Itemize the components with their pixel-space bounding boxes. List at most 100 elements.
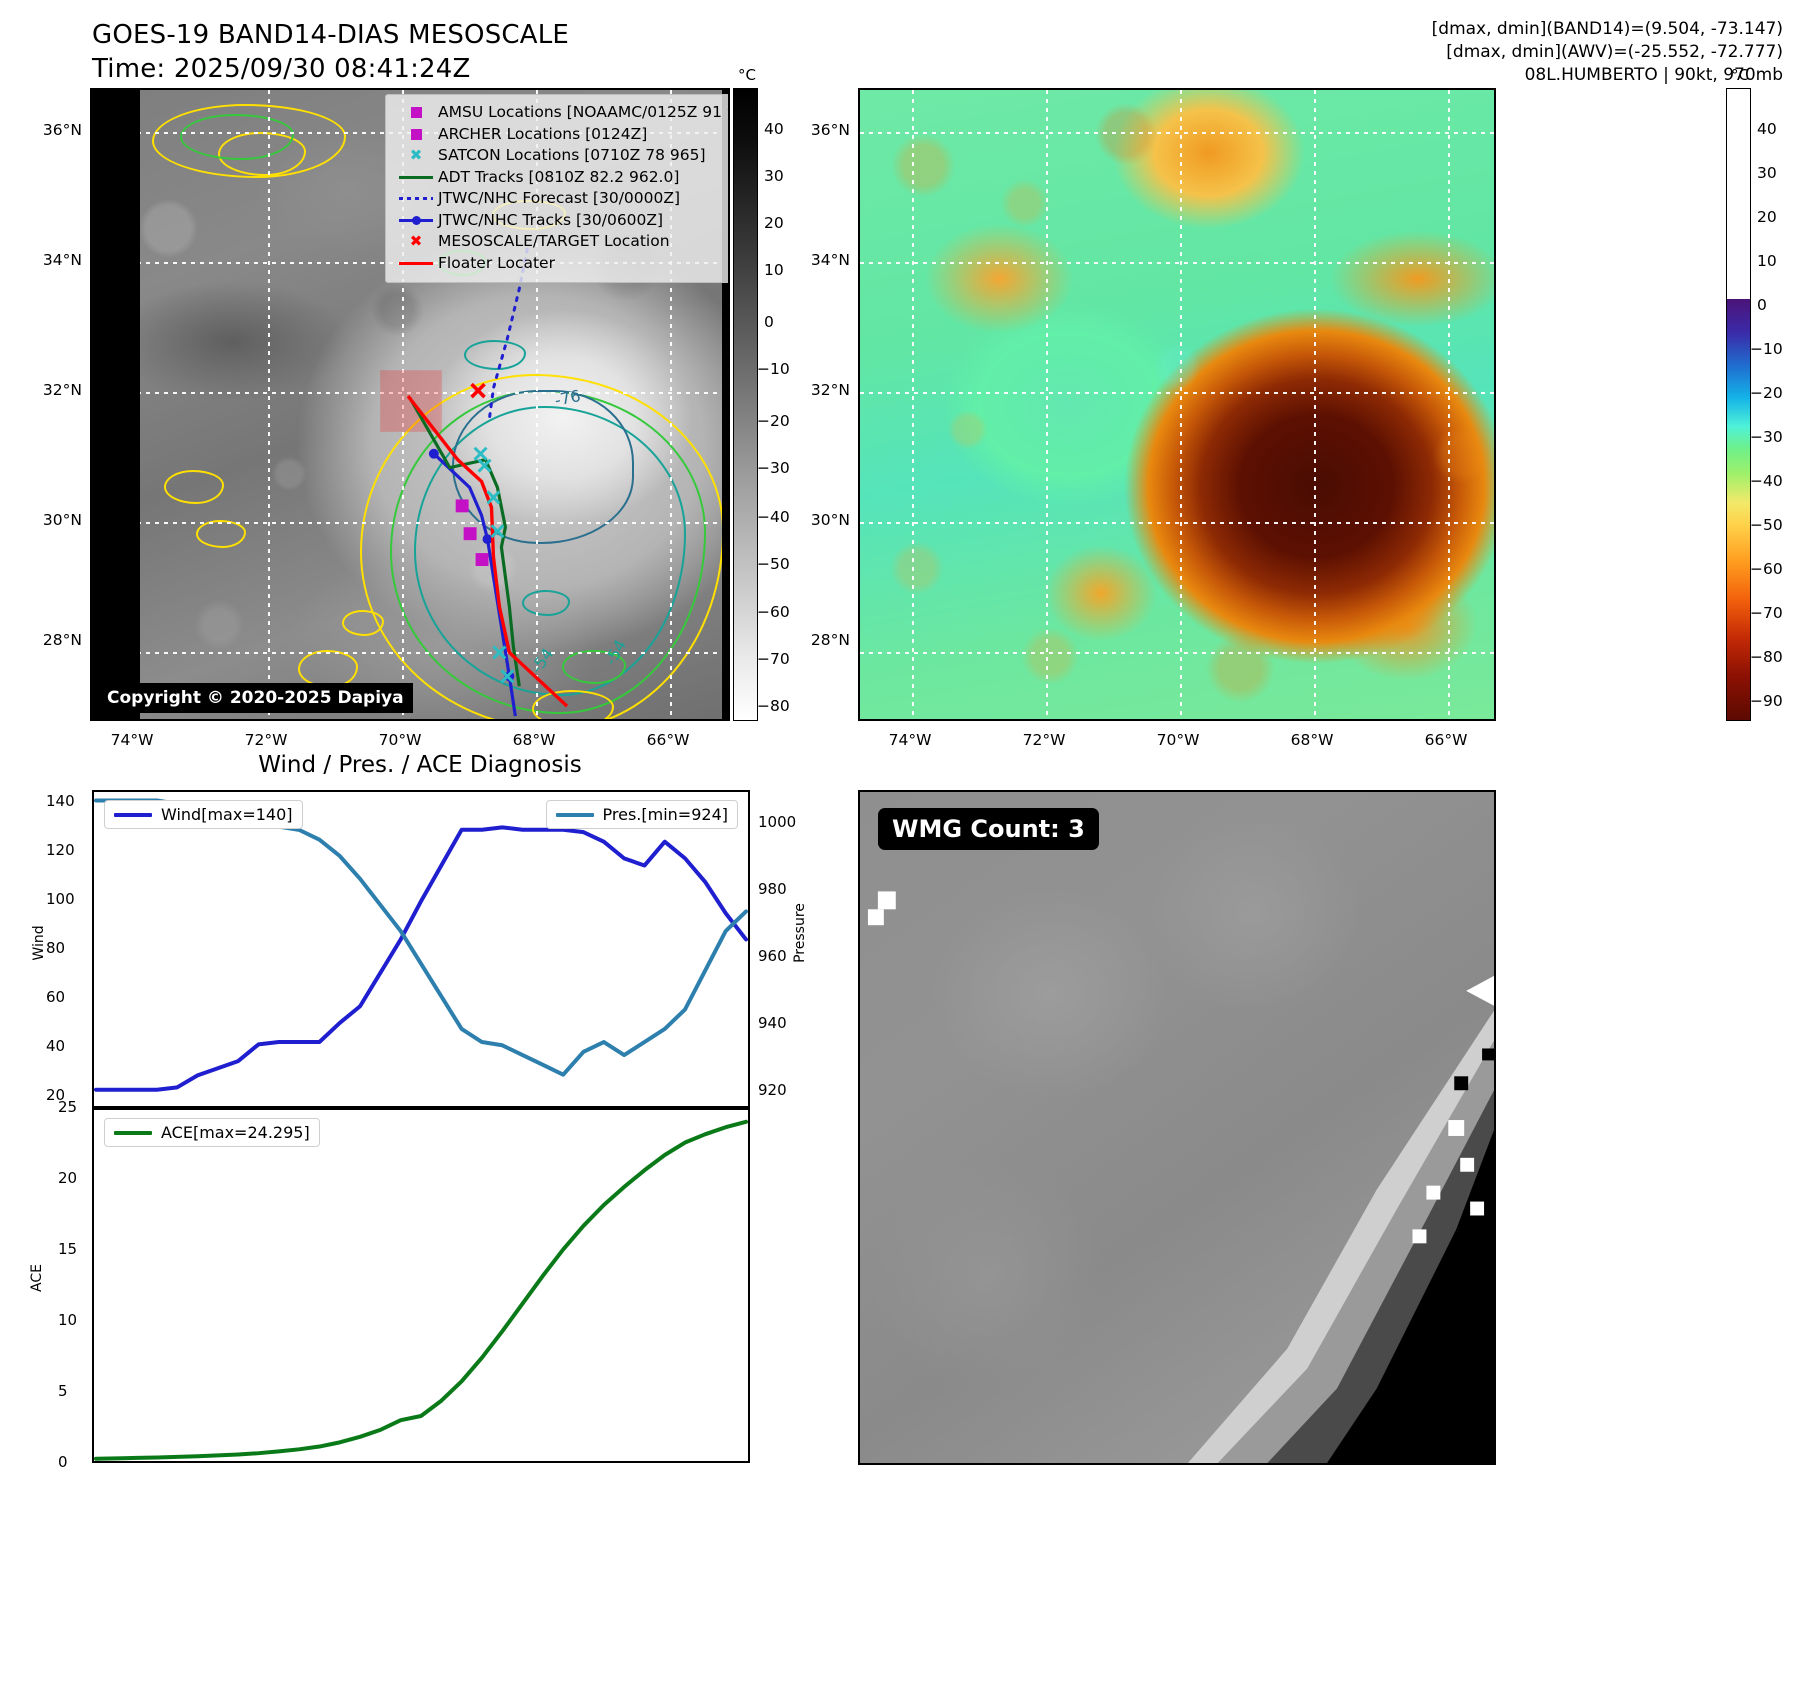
meta-band14-range: [dmax, dmin](BAND14)=(9.504, -73.147) [1431,19,1783,39]
ir-map-legend: AMSU Locations [NOAAMC/0125Z 91 968] ARC… [385,94,728,283]
copyright-badge: Copyright © 2020-2025 Dapiya [98,683,413,713]
legend-item-adt: ADT Tracks [0810Z 82.2 962.0] [394,167,728,189]
legend-label: SATCON Locations [0710Z 78 965] [438,146,706,164]
legend-label: ADT Tracks [0810Z 82.2 962.0] [438,167,680,186]
ace-axis-label: ACE [29,1264,45,1292]
awv-lon-tick: 72°W [1022,731,1066,749]
ir-lat-tick: 30°N [42,511,82,529]
contour-label-54b: -54 [601,636,630,668]
ace-ytick: 20 [58,1169,78,1187]
awv-cbar-tick: 30 [1757,164,1777,182]
ir-cbar-tick: 20 [764,214,784,232]
metadata-block: [dmax, dmin](BAND14)=(9.504, -73.147) [d… [1432,18,1783,87]
awv-cbar-tick: −10 [1750,340,1783,358]
ir-cbar-tick: 10 [764,261,784,279]
page-title: GOES-19 BAND14-DIAS MESOSCALE Time: 2025… [92,18,569,86]
awv-cbar-tick: −90 [1750,692,1783,710]
ir-cbar-tick: −30 [757,459,790,477]
awv-cbar-tick: −70 [1750,604,1783,622]
meta-storm-id: 08L.HUMBERTO | 90kt, 970mb [1524,65,1783,85]
ir-lat-tick: 28°N [42,631,82,649]
ace-ytick: 25 [58,1098,78,1116]
wmg-image-panel[interactable]: WMG Count: 3 [858,790,1496,1465]
wind-legend-label: Wind[max=140] [161,805,293,824]
awv-lon-tick: 70°W [1156,731,1200,749]
ir-satellite-image[interactable]: -76 -54 -54 AMSU Locations [NOAAMC/0125Z… [90,88,730,721]
legend-label: JTWC/NHC Forecast [30/0000Z] [438,189,681,207]
ir-cbar-tick: −80 [757,697,790,715]
legend-item-archer: ARCHER Locations [0124Z] [394,124,728,146]
amsu-archer-markers [455,499,489,566]
legend-item-mesoscale: ✖ MESOSCALE/TARGET Location [394,231,728,253]
legend-item-amsu: AMSU Locations [NOAAMC/0125Z 91 968] [394,102,728,124]
awv-lon-tick: 66°W [1424,731,1468,749]
ir-lat-tick: 36°N [42,121,82,139]
ir-cbar-tick: 0 [764,313,774,331]
ir-cbar-tick: −20 [757,412,790,430]
ir-lat-tick: 32°N [42,381,82,399]
x-marker-icon: ✖ [409,146,423,165]
wind-legend: Wind[max=140] [104,800,303,829]
jtwc-forecast-line [487,247,529,420]
ir-lat-tick: 34°N [42,251,82,269]
square-marker-icon [394,128,438,140]
wind-ytick: 140 [46,792,75,811]
wind-ytick: 120 [46,841,75,860]
legend-label: MESOSCALE/TARGET Location [438,232,670,250]
awv-cbar-tick: −40 [1750,472,1783,490]
awv-lat-tick: 28°N [810,631,850,649]
line-marker-icon [394,175,438,179]
ir-cbar-tick: 30 [764,167,784,185]
awv-cbar-tick: 0 [1757,296,1767,314]
ace-chart[interactable]: ACE[max=24.295] [92,1108,750,1463]
awv-cbar-tick: −30 [1750,428,1783,446]
ace-ytick: 15 [58,1240,78,1258]
ir-colorbar-unit: °C [738,66,756,84]
awv-lon-tick: 74°W [888,731,932,749]
awv-lat-tick: 34°N [810,251,850,269]
wind-ytick: 100 [46,890,75,909]
ir-cbar-tick: −60 [757,603,790,621]
legend-item-floater: Floater Locater [394,253,728,275]
ir-colorbar [733,88,758,721]
jtwc-track-line [432,452,517,717]
pressure-ytick: 920 [758,1081,787,1100]
awv-cbar-tick: −60 [1750,560,1783,578]
pressure-axis-label: Pressure [792,903,808,963]
floater-locater-line [406,395,569,708]
ir-cbar-tick: 40 [764,120,784,138]
ir-cbar-tick: −10 [757,360,790,378]
ir-lon-tick: 72°W [244,731,288,749]
storm-track-overlay: -76 -54 -54 [380,247,630,717]
awv-enhanced-image[interactable] [858,88,1496,721]
pressure-legend-label: Pres.[min=924] [602,805,728,824]
awv-cbar-tick: 40 [1757,120,1777,138]
wind-ytick: 20 [46,1085,66,1104]
wind-ytick: 80 [46,939,66,957]
pressure-legend: Pres.[min=924] [545,800,738,829]
x-marker-icon: ✖ [409,232,423,251]
ir-cbar-tick: −50 [757,555,790,573]
wind-pressure-chart[interactable]: Wind[max=140] Pres.[min=924] [92,790,750,1108]
timeseries-title: Wind / Pres. / ACE Diagnosis [258,752,582,778]
ace-ytick: 10 [58,1311,78,1329]
ir-lon-tick: 70°W [378,731,422,749]
ir-lon-tick: 68°W [512,731,556,749]
line-marker-icon [394,261,438,265]
ace-legend-label: ACE[max=24.295] [161,1123,310,1142]
awv-lat-tick: 32°N [810,381,850,399]
ir-cbar-tick: −40 [757,508,790,526]
awv-cbar-tick: 20 [1757,208,1777,226]
wind-ytick: 60 [46,987,66,1006]
awv-colorbar [1726,88,1751,721]
wind-pressure-plot [94,792,748,1106]
ace-ytick: 5 [58,1382,68,1400]
pressure-ytick: 940 [758,1014,787,1033]
ace-plot [94,1110,748,1461]
awv-lat-tick: 30°N [810,511,850,529]
wind-axis-label: Wind [31,925,47,961]
pressure-ytick: 1000 [758,813,797,832]
dotted-line-marker-icon [394,197,438,201]
legend-item-tracks: JTWC/NHC Tracks [30/0600Z] [394,210,728,232]
legend-item-satcon: ✖ SATCON Locations [0710Z 78 965] [394,145,728,167]
